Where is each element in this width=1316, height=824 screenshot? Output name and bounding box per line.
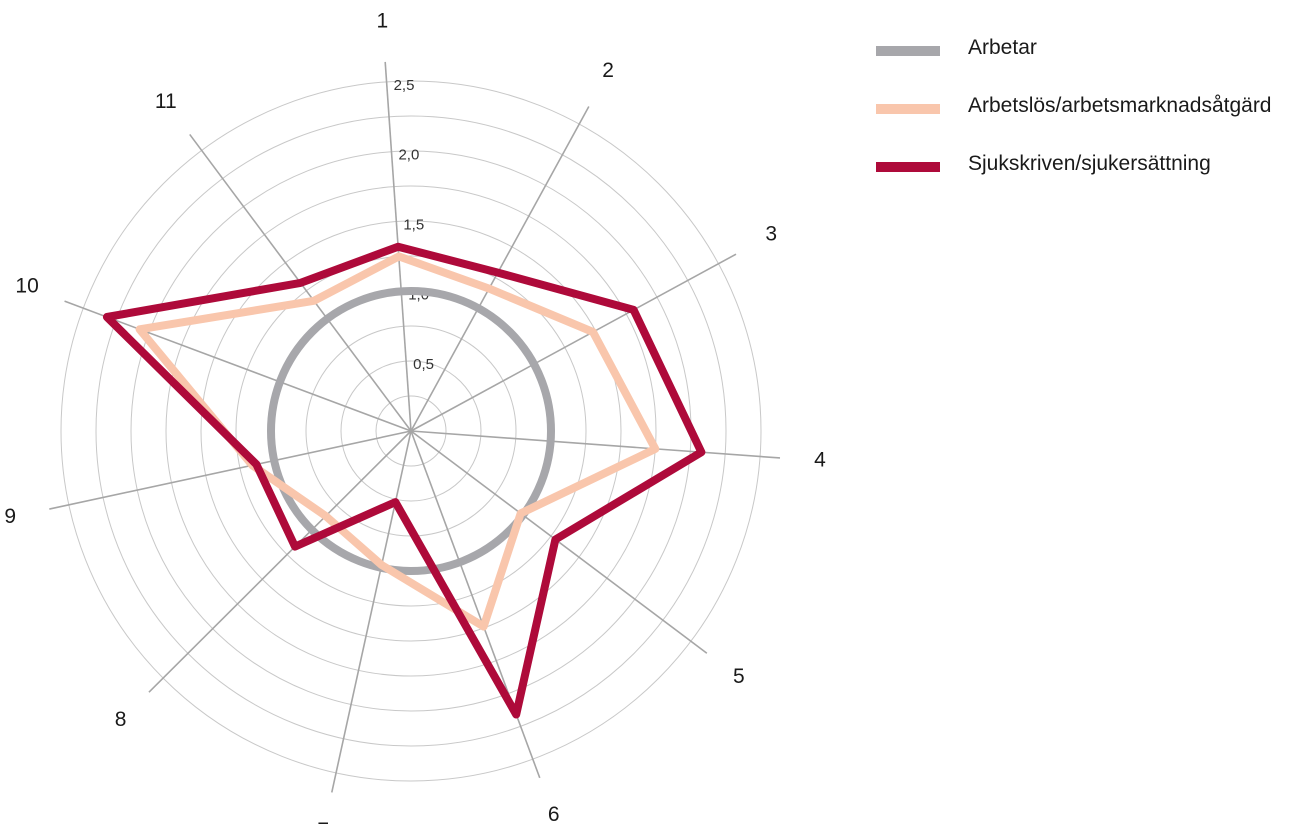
axis-label: 3 [765,223,777,246]
axis-label: 10 [15,275,38,298]
axis-spokes [49,61,781,793]
tick-label: 2,5 [394,77,415,94]
grid-ring [235,255,587,607]
axis-label: 7 [317,819,329,824]
legend-swatch-sjukskriven [876,162,940,172]
series-line [135,252,660,631]
axis-spoke [410,430,781,459]
axis-labels: 1 2 3 4 5 6 7 8 9 10 11 [4,10,826,824]
legend-label-arbetar: Arbetar [968,36,1037,59]
grid-ring [340,360,482,502]
series-lines [102,242,706,719]
radial-tick-labels: 0,51,01,52,02,5 [394,77,434,373]
axis-spoke [330,430,412,793]
axis-label: 1 [377,10,389,33]
axis-spoke [64,300,412,432]
axis-spoke [410,430,708,654]
axis-label: 11 [155,90,177,113]
tick-label: 1,5 [403,217,424,234]
axis-label: 8 [115,708,127,731]
tick-label: 0,5 [413,356,434,373]
axis-label: 9 [4,505,16,528]
axis-spoke [410,430,541,779]
grid-ring [200,220,622,642]
legend-label-arbetslos: Arbetslös/arbetsmarknadsåtgärd [968,94,1272,117]
series-line [102,242,706,719]
legend-swatch-arbetar [876,46,940,56]
axis-spoke [410,253,737,432]
axis-label: 5 [733,665,745,688]
axis-spoke [148,430,412,693]
radar-chart: 0,51,01,52,02,5 1234567891011 [4,10,826,824]
grid-ring [165,185,657,677]
axis-label: 4 [814,448,826,471]
grid-ring [95,115,727,747]
axis-label: 6 [548,803,560,824]
legend-swatch-arbetslos [876,104,940,114]
grid-ring [375,395,447,467]
axis-spoke [49,430,412,510]
axis-label: 2 [602,59,614,82]
grid-ring [60,80,762,782]
axis-spoke [410,106,590,432]
tick-label: 2,0 [398,147,419,164]
series-line [267,287,555,575]
legend-label-sjukskriven: Sjukskriven/sjukersättning [968,152,1211,175]
